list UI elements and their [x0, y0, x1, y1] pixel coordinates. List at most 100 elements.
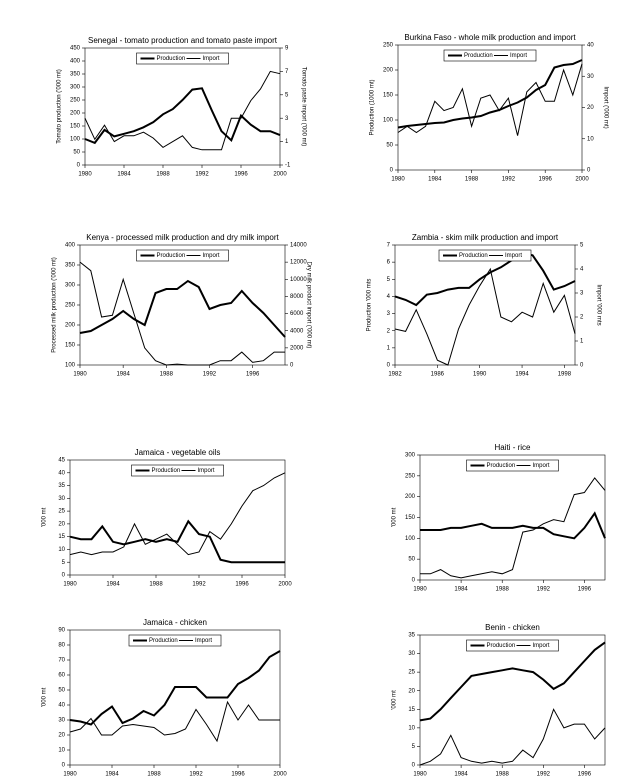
y-tick-label: 25 — [58, 509, 65, 515]
chart-title: Jamaica - vegetable oils — [134, 448, 221, 457]
x-tick-label: 1984 — [428, 177, 442, 183]
y-tick-label: 6 — [387, 260, 391, 266]
y-tick-label: 20 — [58, 733, 65, 739]
legend-box — [128, 634, 222, 647]
y-tick-label: 0 — [387, 363, 391, 369]
series-line — [397, 63, 583, 136]
series-line — [69, 650, 281, 726]
y-axis-label: '000 mt — [42, 687, 48, 707]
plot-area — [397, 44, 583, 171]
y2-axis-label: Tomato paste import ('000 mt) — [300, 67, 306, 147]
legend-label: Production — [487, 463, 516, 469]
y2-tick-label: 2 — [580, 315, 584, 321]
y2-tick-label: 20 — [587, 105, 594, 111]
x-tick-label: 1980 — [391, 177, 405, 183]
y2-axis-label: Import ('000 mt) — [602, 86, 608, 128]
x-tick-label: 2000 — [575, 177, 589, 183]
y-axis-label: Production '000 mts — [367, 279, 373, 332]
chart-title: Zambia - skim milk production and import — [411, 233, 559, 242]
y-tick-label: 30 — [58, 496, 65, 502]
y2-tick-label: 0 — [580, 363, 584, 369]
y-tick-label: 10 — [58, 547, 65, 553]
series-line — [79, 261, 285, 366]
y-tick-label: 450 — [70, 46, 81, 52]
x-tick-label: 1990 — [473, 372, 487, 378]
y-tick-label: 250 — [405, 473, 416, 479]
legend-label: Production — [152, 468, 181, 474]
y-tick-label: 0 — [412, 763, 416, 769]
y-tick-label: 300 — [65, 283, 76, 289]
y-tick-label: 30 — [408, 651, 415, 657]
y-tick-label: 0 — [62, 763, 66, 769]
y-tick-label: 15 — [408, 707, 415, 713]
y-tick-label: 250 — [70, 98, 81, 104]
x-tick-label: 2000 — [278, 582, 292, 588]
x-tick-label: 1984 — [454, 587, 468, 593]
x-tick-label: 1988 — [496, 587, 510, 593]
y-tick-label: 200 — [65, 323, 76, 329]
y2-tick-label: 30 — [587, 74, 594, 80]
series-line — [419, 708, 606, 766]
y-tick-label: 250 — [383, 43, 394, 49]
y-tick-label: 5 — [412, 744, 416, 750]
legend-label: Import — [195, 638, 212, 644]
x-tick-label: 1988 — [156, 172, 170, 178]
y-tick-label: 0 — [77, 163, 81, 169]
y-tick-label: 150 — [405, 515, 416, 521]
x-tick-label: 1986 — [431, 372, 445, 378]
plot-area — [69, 629, 281, 766]
legend-label: Production — [459, 253, 488, 259]
y2-tick-label: -1 — [285, 163, 291, 169]
x-tick-label: 1988 — [160, 372, 174, 378]
y-tick-label: 50 — [408, 557, 415, 563]
x-tick-label: 1994 — [515, 372, 529, 378]
legend-label: Production — [464, 53, 493, 59]
y-tick-label: 200 — [70, 111, 81, 117]
legend-label: Import — [198, 468, 215, 474]
y-tick-label: 10 — [408, 725, 415, 731]
y-tick-label: 3 — [387, 311, 391, 317]
y-tick-label: 50 — [73, 150, 80, 156]
chart-title: Jamaica - chicken — [142, 618, 208, 627]
legend-label: Import — [510, 53, 527, 59]
x-tick-label: 1982 — [388, 372, 402, 378]
y-tick-label: 150 — [65, 343, 76, 349]
x-tick-label: 1992 — [502, 177, 516, 183]
y-tick-label: 35 — [58, 483, 65, 489]
x-tick-label: 1992 — [203, 372, 217, 378]
y-tick-label: 250 — [65, 303, 76, 309]
y-tick-label: 300 — [70, 85, 81, 91]
y2-tick-label: 1 — [285, 139, 289, 145]
series-line — [394, 267, 576, 366]
y-tick-label: 100 — [405, 536, 416, 542]
x-tick-label: 1980 — [73, 372, 87, 378]
legend-label: Production — [157, 253, 186, 259]
chart-title: Kenya - processed milk production and dr… — [86, 233, 279, 242]
x-tick-label: 1980 — [413, 587, 427, 593]
x-tick-label: 1984 — [117, 172, 131, 178]
chart-title: Benin - chicken — [485, 623, 540, 632]
x-tick-label: 1980 — [63, 772, 77, 778]
x-tick-label: 1988 — [465, 177, 479, 183]
plot-area — [69, 459, 286, 576]
y-tick-label: 400 — [70, 59, 81, 65]
y-tick-label: 80 — [58, 643, 65, 649]
series-line — [419, 641, 606, 722]
y2-tick-label: 2000 — [290, 345, 304, 351]
y-tick-label: 0 — [390, 168, 394, 174]
y2-tick-label: 10 — [587, 136, 594, 142]
legend-box — [443, 49, 537, 62]
y-tick-label: 50 — [386, 143, 393, 149]
y-tick-label: 400 — [65, 243, 76, 249]
legend-box — [136, 52, 229, 65]
chart-title: Haiti - rice — [494, 443, 531, 452]
series-line — [69, 700, 280, 743]
legend-label: Production — [149, 638, 178, 644]
x-tick-label: 1996 — [235, 582, 249, 588]
x-tick-label: 1988 — [496, 772, 510, 778]
x-tick-label: 1996 — [231, 772, 245, 778]
y2-tick-label: 0 — [587, 168, 591, 174]
y-tick-label: 200 — [405, 494, 416, 500]
y-tick-label: 90 — [58, 628, 65, 634]
y-tick-label: 150 — [383, 93, 394, 99]
